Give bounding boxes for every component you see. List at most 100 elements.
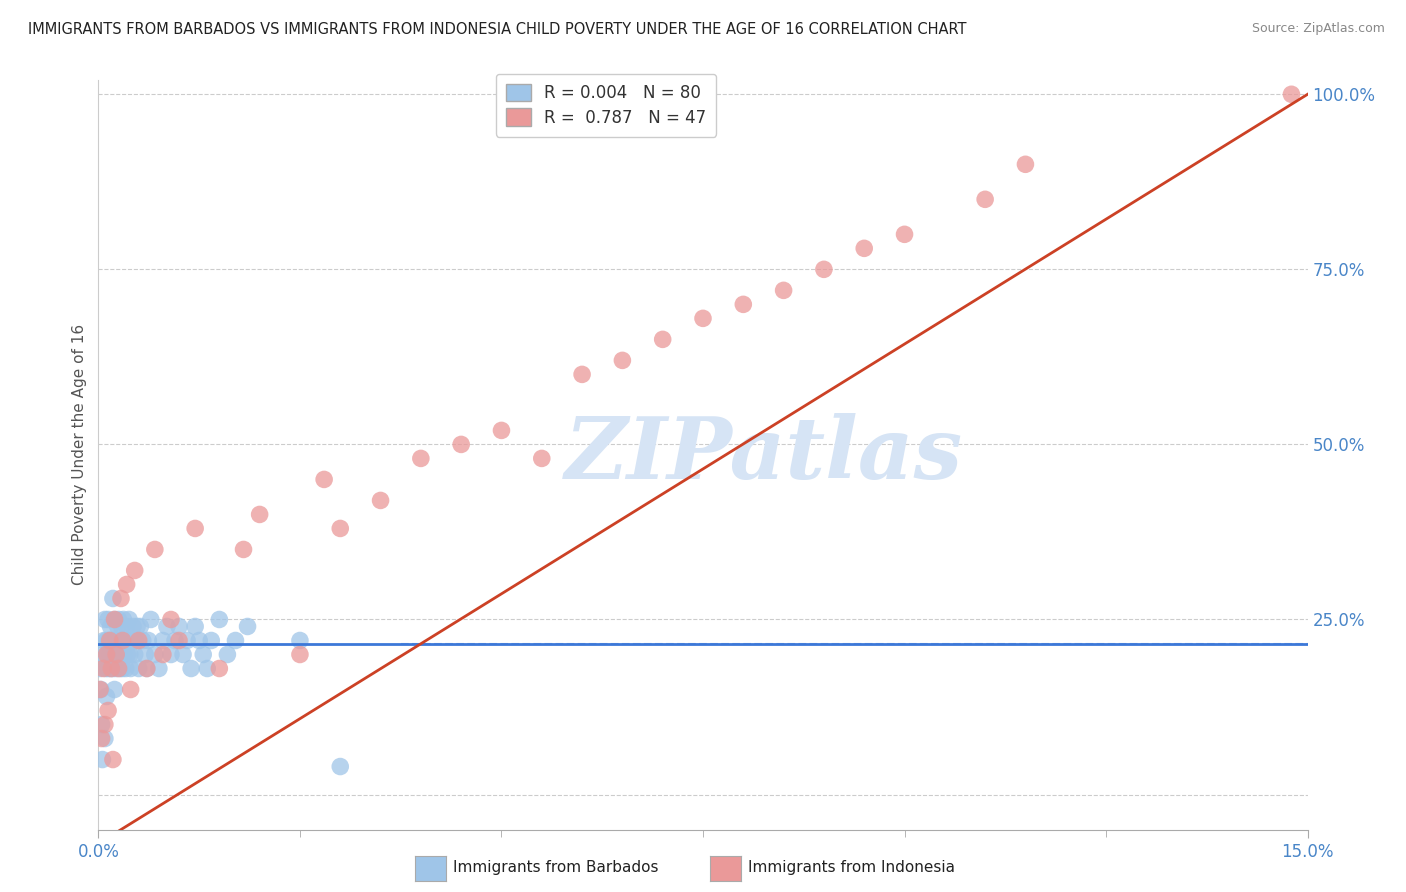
Point (98, 648, 121, 662)
Point (224, 633, 246, 648)
Point (329, 521, 352, 535)
Point (208, 661, 231, 675)
Point (217, 648, 239, 662)
Point (115, 577, 138, 591)
Point (128, 661, 150, 675)
Point (89, 661, 111, 675)
Point (103, 633, 125, 648)
Point (117, 633, 139, 648)
Point (100, 661, 122, 675)
Point (184, 619, 207, 633)
Point (160, 612, 183, 626)
Point (97, 633, 120, 648)
Point (167, 619, 190, 633)
Point (124, 648, 146, 662)
Point (120, 682, 142, 697)
Point (101, 752, 124, 766)
Point (94, 717, 117, 731)
Point (288, 633, 311, 648)
Point (111, 633, 134, 648)
Legend: R = 0.004   N = 80, R =  0.787   N = 47: R = 0.004 N = 80, R = 0.787 N = 47 (496, 74, 717, 136)
Point (112, 612, 135, 626)
Point (134, 648, 156, 662)
Point (200, 633, 222, 648)
Point (110, 591, 132, 606)
Point (176, 633, 198, 648)
Text: Immigrants from Indonesia: Immigrants from Indonesia (748, 860, 955, 874)
Point (100, 633, 122, 648)
Point (110, 648, 132, 662)
Point (329, 759, 352, 773)
Point (530, 451, 553, 466)
Point (115, 619, 138, 633)
Y-axis label: Child Poverty Under the Age of 16: Child Poverty Under the Age of 16 (72, 325, 87, 585)
Point (132, 633, 155, 648)
Text: ZIPatlas: ZIPatlas (564, 413, 963, 497)
Point (124, 633, 146, 648)
Point (612, 353, 634, 368)
Point (128, 633, 150, 648)
Point (112, 648, 135, 662)
Point (160, 648, 183, 662)
Point (1014, 157, 1036, 171)
Point (152, 633, 174, 648)
Point (104, 648, 127, 662)
Point (91, 752, 114, 766)
Point (107, 612, 129, 626)
Point (105, 661, 128, 675)
Point (108, 661, 131, 675)
Point (91, 661, 114, 675)
Point (813, 262, 835, 277)
Point (853, 241, 876, 255)
Point (409, 451, 432, 466)
Point (148, 661, 170, 675)
Point (180, 661, 202, 675)
Point (122, 619, 145, 633)
Point (163, 633, 186, 648)
Point (96, 690, 118, 704)
Point (1281, 87, 1303, 102)
Point (167, 633, 190, 648)
Point (118, 612, 141, 626)
Point (152, 648, 174, 662)
Point (105, 648, 128, 662)
Point (111, 633, 134, 648)
Point (974, 192, 997, 206)
Point (143, 648, 166, 662)
Point (129, 619, 152, 633)
Point (111, 661, 134, 675)
Point (100, 661, 122, 675)
Point (139, 612, 162, 626)
Point (208, 612, 231, 626)
Point (172, 648, 194, 662)
Point (143, 542, 166, 557)
Point (96, 633, 118, 648)
Point (188, 633, 211, 648)
Point (103, 682, 125, 697)
Point (127, 619, 149, 633)
Point (94, 661, 117, 675)
Point (135, 661, 157, 675)
Point (114, 661, 136, 675)
Point (97, 704, 120, 718)
Point (90, 682, 112, 697)
Point (97, 612, 120, 626)
Point (111, 619, 134, 633)
Point (288, 648, 311, 662)
Point (772, 284, 794, 298)
Point (249, 508, 271, 522)
Point (96, 648, 118, 662)
Point (651, 332, 673, 346)
Point (117, 648, 139, 662)
Point (101, 591, 124, 606)
Point (114, 633, 136, 648)
Point (370, 493, 392, 508)
Point (733, 297, 755, 311)
Point (101, 661, 124, 675)
Point (184, 521, 207, 535)
Point (450, 437, 472, 451)
Point (107, 648, 129, 662)
Point (94, 731, 117, 746)
Point (98, 633, 121, 648)
Point (107, 661, 129, 675)
